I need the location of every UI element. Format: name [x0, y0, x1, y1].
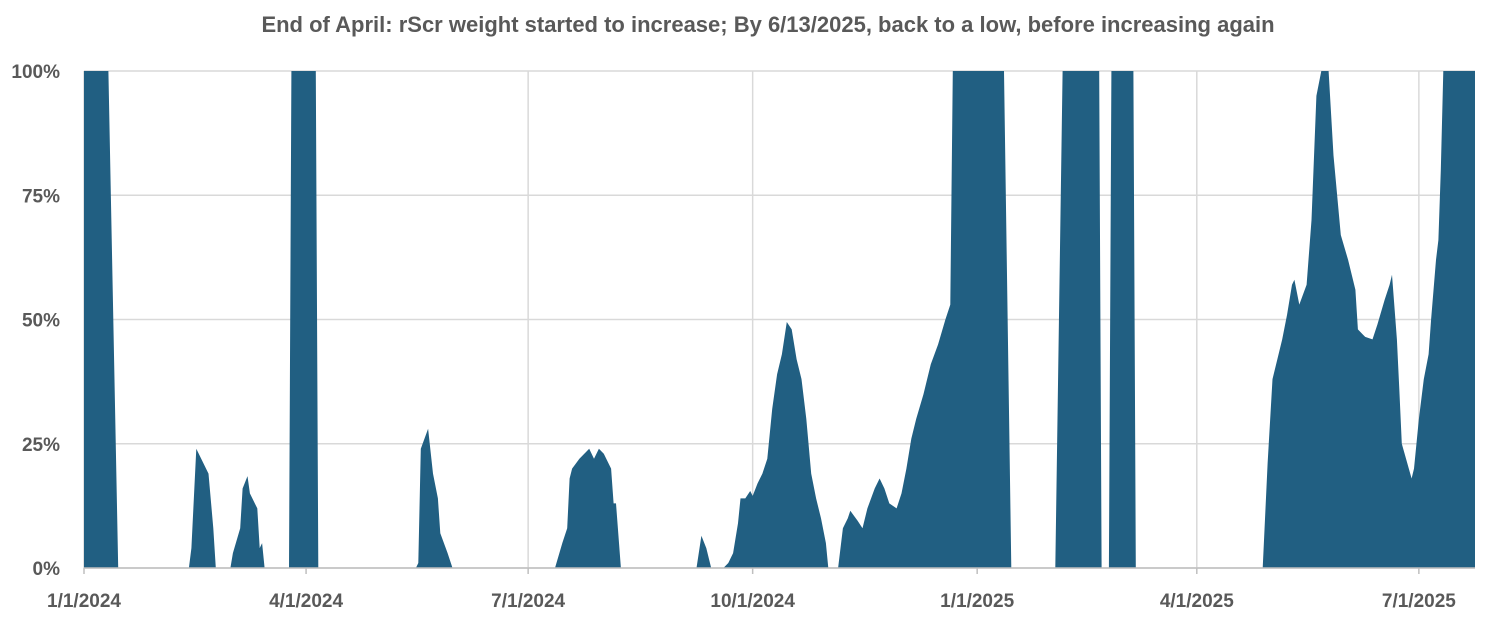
y-tick-label: 75%	[22, 186, 60, 207]
x-tick-label: 4/1/2025	[1160, 591, 1234, 612]
x-tick-label: 10/1/2024	[710, 591, 795, 612]
y-tick-label: 0%	[33, 559, 61, 580]
y-tick-label: 100%	[11, 62, 60, 83]
x-tick-label: 1/1/2024	[47, 591, 121, 612]
series-area	[84, 71, 1475, 568]
y-tick-label: 50%	[22, 311, 60, 332]
chart-title: End of April: rScr weight started to inc…	[261, 12, 1275, 37]
x-tick-label: 7/1/2025	[1382, 591, 1456, 612]
x-tick-label: 7/1/2024	[491, 591, 565, 612]
x-tick-label: 4/1/2024	[269, 591, 343, 612]
y-tick-label: 25%	[22, 435, 60, 456]
x-tick-label: 1/1/2025	[940, 591, 1014, 612]
